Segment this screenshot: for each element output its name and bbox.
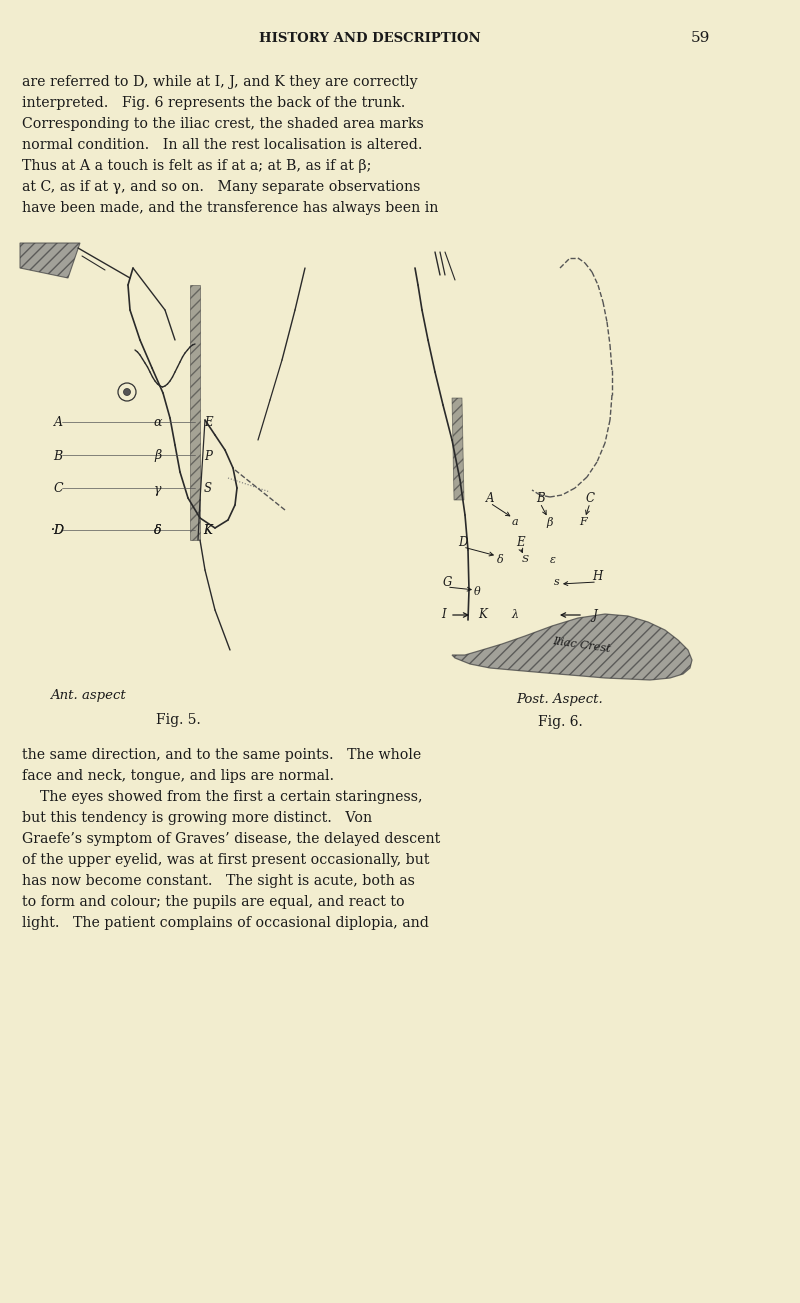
Text: E: E <box>516 536 524 549</box>
Text: Ant. aspect: Ant. aspect <box>50 688 126 701</box>
Text: δ: δ <box>497 555 503 566</box>
Text: P: P <box>204 450 212 463</box>
Text: S: S <box>522 555 529 564</box>
Text: Corresponding to the iliac crest, the shaded area marks: Corresponding to the iliac crest, the sh… <box>22 117 424 132</box>
Text: F: F <box>579 517 587 526</box>
Polygon shape <box>452 614 692 680</box>
Text: β: β <box>154 450 162 463</box>
Text: K: K <box>204 525 212 538</box>
Text: a: a <box>512 517 518 526</box>
Text: Graefe’s symptom of Graves’ disease, the delayed descent: Graefe’s symptom of Graves’ disease, the… <box>22 833 440 846</box>
Text: A: A <box>486 491 494 504</box>
Text: has now become constant.   The sight is acute, both as: has now become constant. The sight is ac… <box>22 874 415 889</box>
Text: to form and colour; the pupils are equal, and react to: to form and colour; the pupils are equal… <box>22 895 405 909</box>
Text: B: B <box>536 491 544 504</box>
Text: of the upper eyelid, was at first present occasionally, but: of the upper eyelid, was at first presen… <box>22 853 430 866</box>
Polygon shape <box>20 242 80 278</box>
Text: γ: γ <box>154 482 162 495</box>
Text: D: D <box>458 536 468 549</box>
Text: ·D: ·D <box>51 525 65 538</box>
Text: interpreted.   Fig. 6 represents the back of the trunk.: interpreted. Fig. 6 represents the back … <box>22 96 406 109</box>
Text: normal condition.   In all the rest localisation is altered.: normal condition. In all the rest locali… <box>22 138 422 152</box>
Text: I: I <box>441 609 446 622</box>
Text: θ: θ <box>474 586 480 597</box>
Text: Post. Aspect.: Post. Aspect. <box>517 693 603 706</box>
Text: face and neck, tongue, and lips are normal.: face and neck, tongue, and lips are norm… <box>22 769 334 783</box>
Text: β: β <box>547 516 553 528</box>
Text: Thus at A a touch is felt as if at a; at B, as if at β;: Thus at A a touch is felt as if at a; at… <box>22 159 371 173</box>
Text: light.   The patient complains of occasional diplopia, and: light. The patient complains of occasion… <box>22 916 429 930</box>
Text: A: A <box>54 417 62 430</box>
Text: α: α <box>154 417 162 430</box>
Text: The eyes showed from the first a certain staringness,: The eyes showed from the first a certain… <box>22 790 422 804</box>
Text: have been made, and the transference has always been in: have been made, and the transference has… <box>22 201 438 215</box>
Text: but this tendency is growing more distinct.   Von: but this tendency is growing more distin… <box>22 810 372 825</box>
Text: are referred to D, while at I, J, and K they are correctly: are referred to D, while at I, J, and K … <box>22 76 418 89</box>
Text: δ: δ <box>154 525 162 538</box>
Text: H: H <box>592 569 602 582</box>
Text: J: J <box>593 609 598 622</box>
Text: K: K <box>478 609 487 622</box>
Text: the same direction, and to the same points.   The whole: the same direction, and to the same poin… <box>22 748 422 762</box>
Text: ·D: ·D <box>51 525 65 538</box>
Polygon shape <box>452 397 464 500</box>
Text: at C, as if at γ, and so on.   Many separate observations: at C, as if at γ, and so on. Many separa… <box>22 180 420 194</box>
Text: G: G <box>442 576 452 589</box>
Text: HISTORY AND DESCRIPTION: HISTORY AND DESCRIPTION <box>259 31 481 44</box>
Text: 59: 59 <box>690 31 710 46</box>
Text: K: K <box>204 525 212 538</box>
Circle shape <box>123 388 130 396</box>
Text: Fig. 6.: Fig. 6. <box>538 715 582 728</box>
Text: s: s <box>554 577 560 586</box>
Text: S: S <box>204 482 212 495</box>
Text: E: E <box>204 417 212 430</box>
Text: Fig. 5.: Fig. 5. <box>156 713 200 727</box>
Text: Iliac Crest: Iliac Crest <box>552 636 612 654</box>
Text: C: C <box>53 482 63 495</box>
Polygon shape <box>190 285 200 539</box>
Text: C: C <box>586 491 594 504</box>
Text: ε: ε <box>550 555 556 566</box>
Text: B: B <box>54 450 62 463</box>
Text: λ: λ <box>511 610 518 620</box>
Text: δ: δ <box>154 525 162 538</box>
